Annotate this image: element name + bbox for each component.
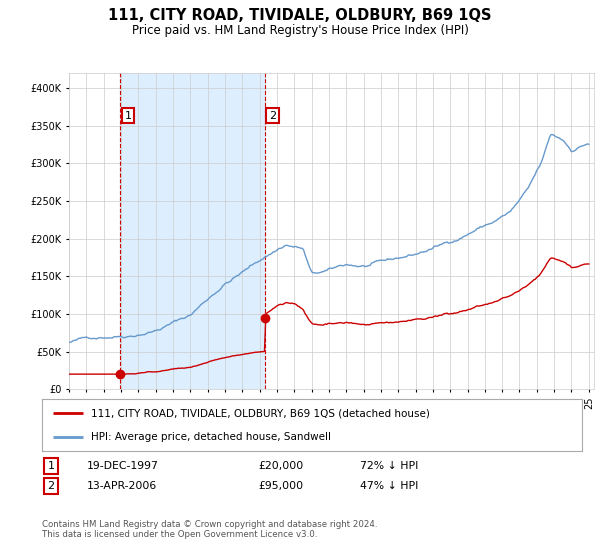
Text: 1: 1 [125, 110, 131, 120]
Text: 47% ↓ HPI: 47% ↓ HPI [360, 481, 418, 491]
Text: 2: 2 [269, 110, 276, 120]
Text: HPI: Average price, detached house, Sandwell: HPI: Average price, detached house, Sand… [91, 432, 331, 442]
Text: Price paid vs. HM Land Registry's House Price Index (HPI): Price paid vs. HM Land Registry's House … [131, 24, 469, 36]
Text: £95,000: £95,000 [258, 481, 303, 491]
Text: Contains HM Land Registry data © Crown copyright and database right 2024.
This d: Contains HM Land Registry data © Crown c… [42, 520, 377, 539]
Text: 19-DEC-1997: 19-DEC-1997 [87, 461, 159, 471]
Text: 2: 2 [47, 481, 55, 491]
Bar [120, 73, 265, 389]
Text: 111, CITY ROAD, TIVIDALE, OLDBURY, B69 1QS: 111, CITY ROAD, TIVIDALE, OLDBURY, B69 1… [108, 8, 492, 24]
Text: 1: 1 [47, 461, 55, 471]
Text: 13-APR-2006: 13-APR-2006 [87, 481, 157, 491]
Text: £20,000: £20,000 [258, 461, 303, 471]
Text: 72% ↓ HPI: 72% ↓ HPI [360, 461, 418, 471]
Text: 111, CITY ROAD, TIVIDALE, OLDBURY, B69 1QS (detached house): 111, CITY ROAD, TIVIDALE, OLDBURY, B69 1… [91, 408, 430, 418]
